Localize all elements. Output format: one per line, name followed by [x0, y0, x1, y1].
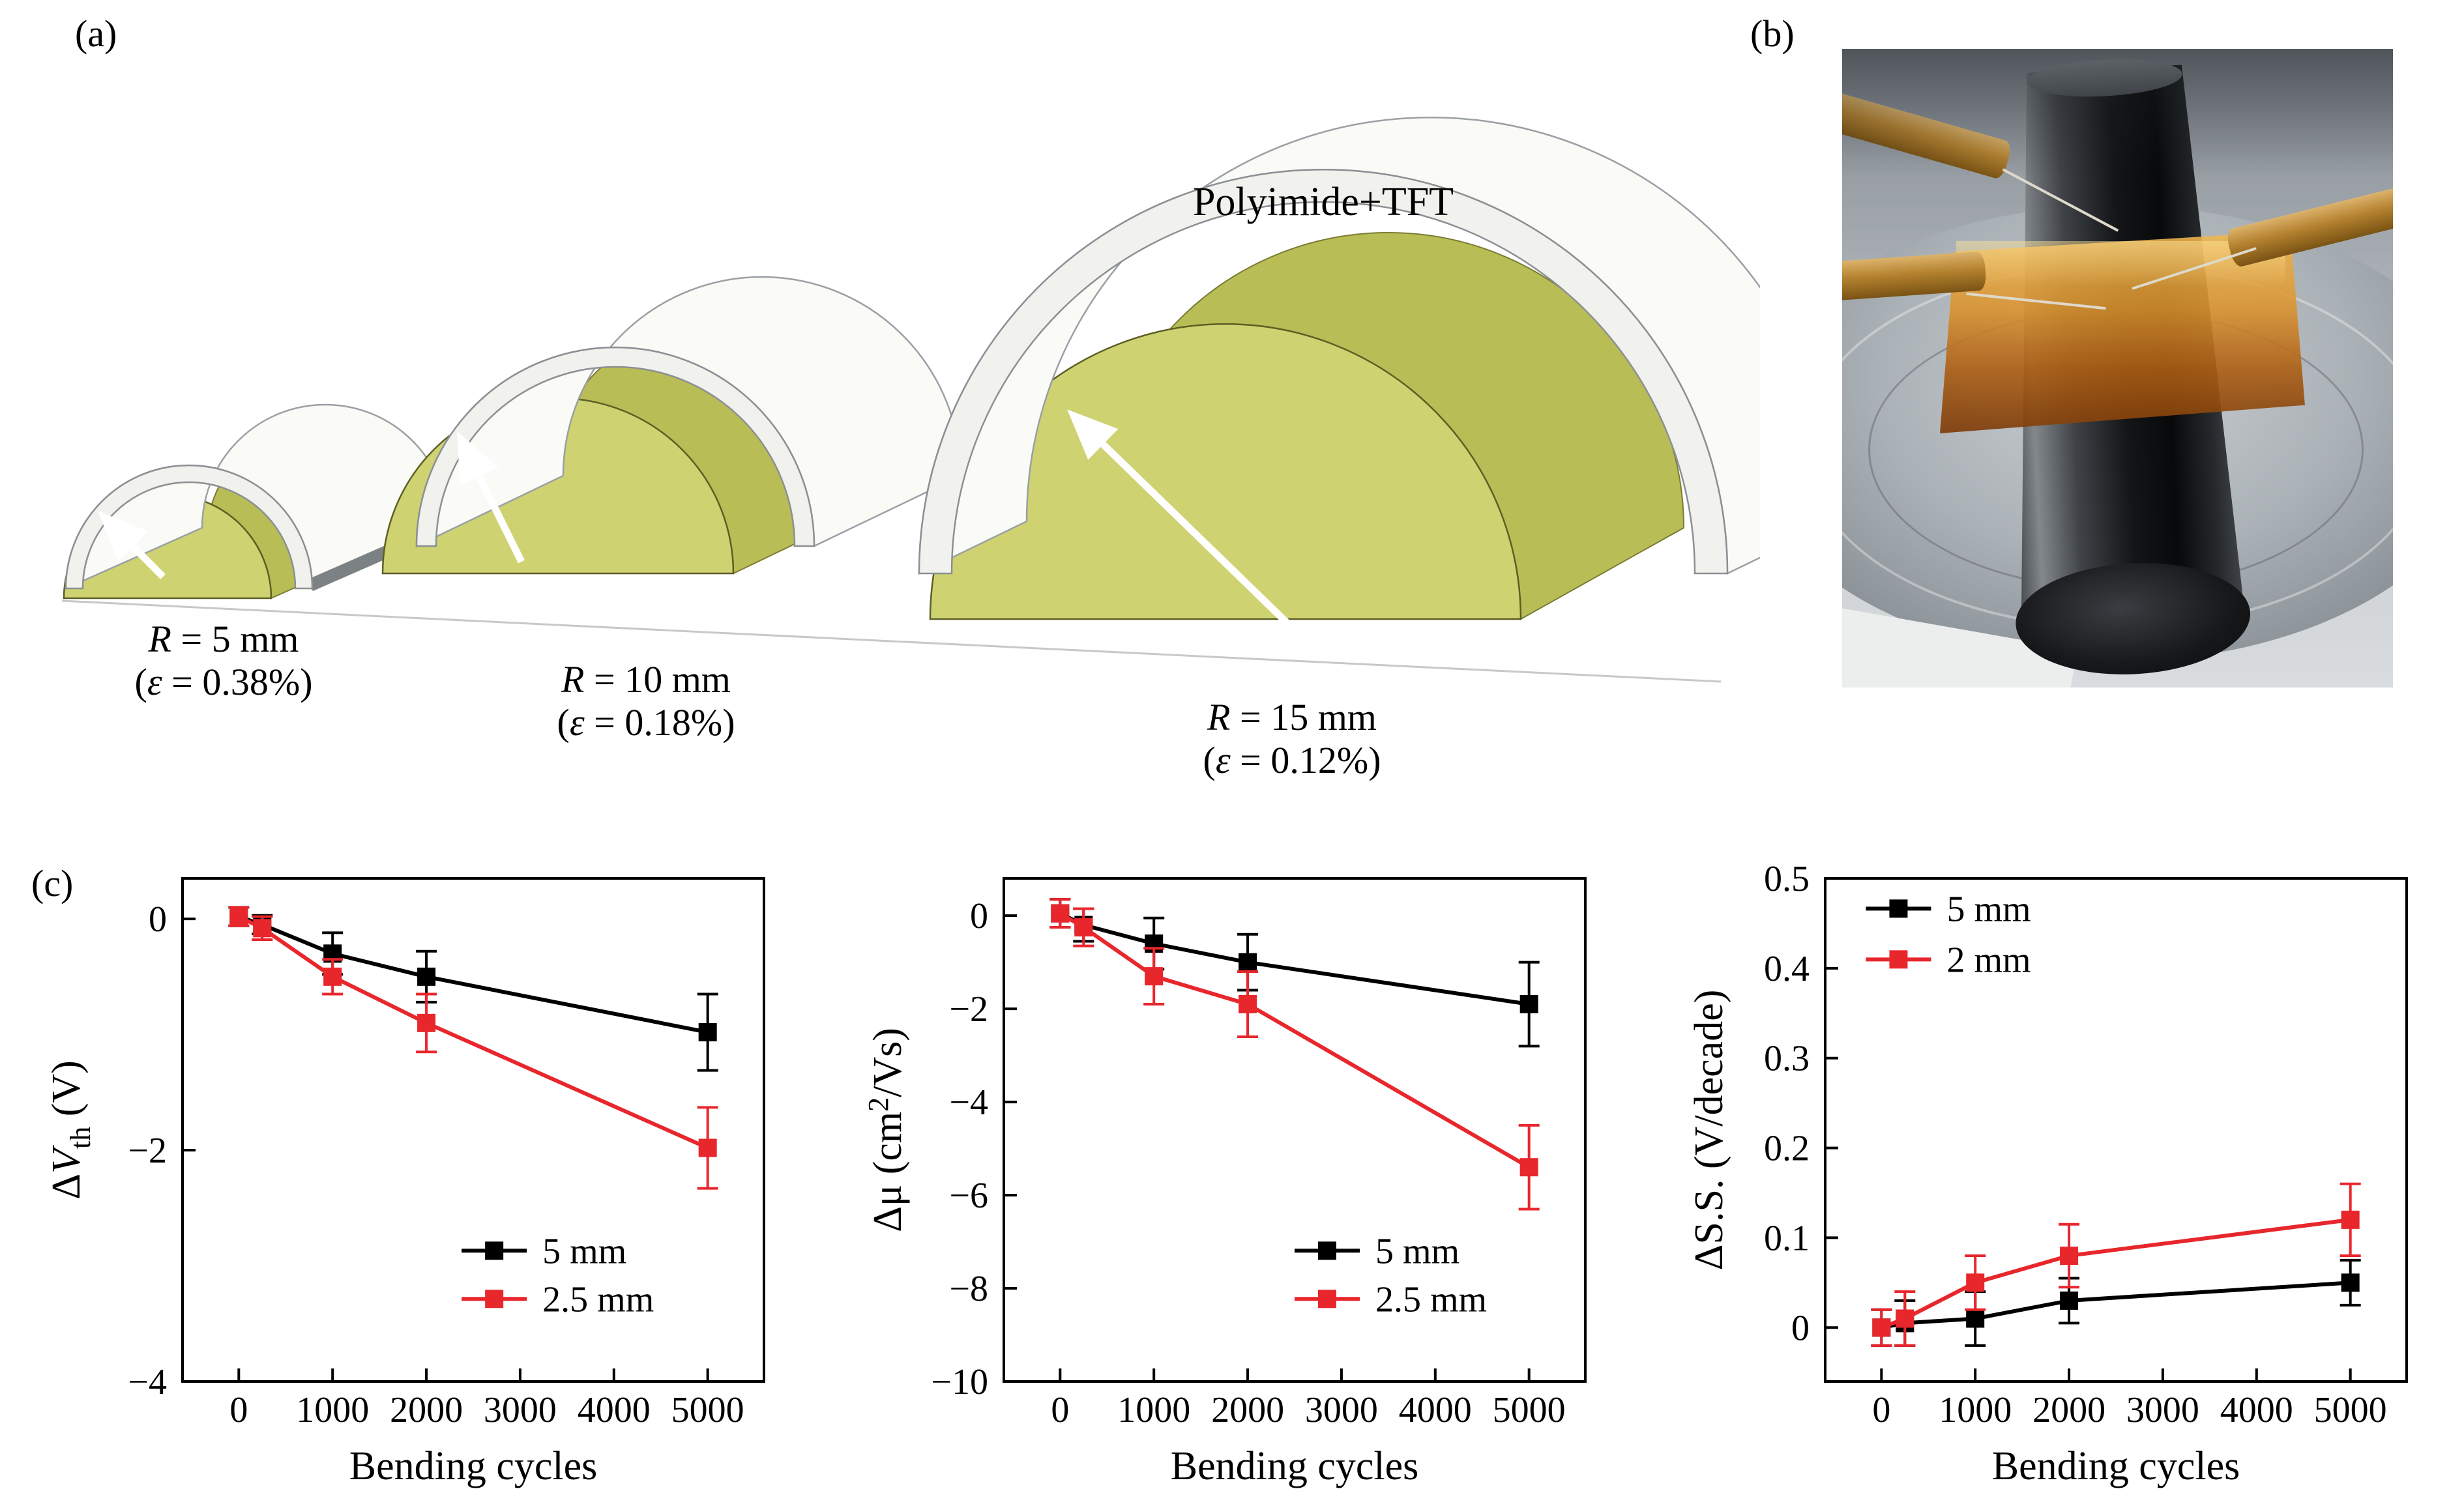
cylinder-label-r15-line2: (ε = 0.12%): [1203, 739, 1381, 781]
svg-text:0: 0: [970, 896, 988, 936]
chart-delta-ss: 0 1000 2000 3000 4000 5000 0 0.1 0.2 0.3 0.4 0.5 Ben…: [1688, 859, 2408, 1488]
svg-text:3000: 3000: [484, 1390, 557, 1430]
svg-text:2000: 2000: [2032, 1390, 2105, 1430]
sheet-ring-r10: [415, 346, 815, 547]
svg-text:Bending cycles: Bending cycles: [1171, 1444, 1419, 1488]
svg-text:5000: 5000: [671, 1390, 744, 1430]
svg-text:0: 0: [1791, 1308, 1810, 1348]
svg-text:−4: −4: [128, 1362, 167, 1402]
svg-text:0.4: 0.4: [1764, 949, 1810, 989]
svg-text:2000: 2000: [1211, 1390, 1284, 1430]
svg-text:−8: −8: [949, 1269, 988, 1309]
svg-text:ΔS.S. (V/decade): ΔS.S. (V/decade): [1688, 990, 1731, 1271]
svg-text:−10: −10: [931, 1362, 988, 1402]
cylinder-label-r15-line1: R = 15 mm: [1207, 696, 1377, 738]
svg-text:0: 0: [149, 899, 167, 940]
svg-text:5000: 5000: [2314, 1390, 2387, 1430]
bending-radius-diagram: Polyimide+TFT R = 5 mm (ε = 0.38%) R = 1…: [61, 116, 1760, 781]
svg-text:1000: 1000: [1117, 1390, 1190, 1430]
svg-text:−2: −2: [949, 989, 988, 1030]
svg-text:2.5 mm: 2.5 mm: [542, 1279, 654, 1320]
sheet-label: Polyimide+TFT: [1193, 180, 1454, 224]
svg-text:0: 0: [229, 1390, 248, 1430]
cylinder-label-r10-line2: (ε = 0.18%): [557, 701, 735, 744]
panel-c-tag: (c): [31, 862, 74, 904]
svg-text:0.2: 0.2: [1764, 1129, 1810, 1169]
svg-text:1000: 1000: [1939, 1390, 2012, 1430]
svg-text:0.5: 0.5: [1764, 859, 1810, 899]
svg-text:5 mm: 5 mm: [1946, 889, 2031, 929]
platform-edge: [61, 600, 1722, 683]
arrow-r15: [1067, 409, 1319, 654]
svg-text:0.1: 0.1: [1764, 1218, 1810, 1258]
panel-c-charts: 0 1000 2000 3000 4000 5000 0 −2 −4 Bending cycles…: [0, 847, 2464, 1504]
panel-a-tag: (a): [75, 12, 117, 55]
svg-text:0: 0: [1872, 1390, 1890, 1430]
svg-text:4000: 4000: [578, 1390, 651, 1430]
cylinder-label-r5-line2: (ε = 0.38%): [134, 661, 312, 703]
svg-text:Bending cycles: Bending cycles: [349, 1444, 598, 1488]
svg-text:5 mm: 5 mm: [542, 1231, 626, 1271]
svg-text:Bending cycles: Bending cycles: [1992, 1444, 2240, 1488]
svg-text:5000: 5000: [1493, 1390, 1566, 1430]
cylinder-r15: Polyimide+TFT: [918, 116, 1760, 654]
svg-text:4000: 4000: [1399, 1390, 1472, 1430]
arrow-r10: [457, 431, 525, 564]
chart-delta-mu: 0 1000 2000 3000 4000 5000 0 −2 −4 −6 −8 −10 Bending…: [867, 877, 1587, 1488]
svg-text:0.3: 0.3: [1764, 1039, 1810, 1079]
svg-text:3000: 3000: [1305, 1390, 1378, 1430]
probe-top-left: [1842, 87, 2014, 181]
cylinder-label-r5-line1: R = 5 mm: [148, 618, 299, 660]
svg-text:ΔVth (V): ΔVth (V): [46, 1060, 96, 1200]
svg-text:0: 0: [1051, 1390, 1069, 1430]
sheet-ring-r15: [918, 168, 1729, 575]
svg-text:−2: −2: [128, 1131, 167, 1171]
svg-text:1000: 1000: [296, 1390, 369, 1430]
svg-text:3000: 3000: [2126, 1390, 2199, 1430]
svg-text:−4: −4: [949, 1082, 988, 1123]
cylinder-label-r10-line1: R = 10 mm: [561, 658, 731, 701]
svg-text:2.5 mm: 2.5 mm: [1375, 1279, 1487, 1320]
chart-delta-vth: 0 1000 2000 3000 4000 5000 0 −2 −4 Bending cycles…: [46, 877, 765, 1488]
svg-text:2000: 2000: [390, 1390, 463, 1430]
svg-text:2 mm: 2 mm: [1946, 940, 2031, 980]
arrow-r5: [98, 511, 166, 579]
svg-text:Δμ (cm2/Vs): Δμ (cm2/Vs): [867, 1028, 910, 1232]
sheet-ring-r5: [65, 464, 314, 590]
panel-b-tag: (b): [1750, 12, 1795, 55]
svg-text:−6: −6: [949, 1176, 988, 1216]
svg-text:4000: 4000: [2220, 1390, 2293, 1430]
svg-text:5 mm: 5 mm: [1375, 1231, 1459, 1271]
bending-test-photo: [1842, 49, 2393, 687]
cylinder-r10: [381, 276, 962, 575]
